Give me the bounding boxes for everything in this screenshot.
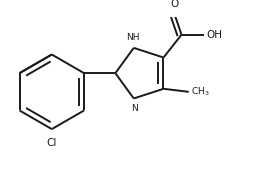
Text: N: N xyxy=(132,104,138,113)
Text: CH$_3$: CH$_3$ xyxy=(191,86,209,98)
Text: O: O xyxy=(170,0,178,9)
Text: NH: NH xyxy=(126,33,139,42)
Text: Cl: Cl xyxy=(47,138,57,148)
Text: OH: OH xyxy=(207,30,223,40)
